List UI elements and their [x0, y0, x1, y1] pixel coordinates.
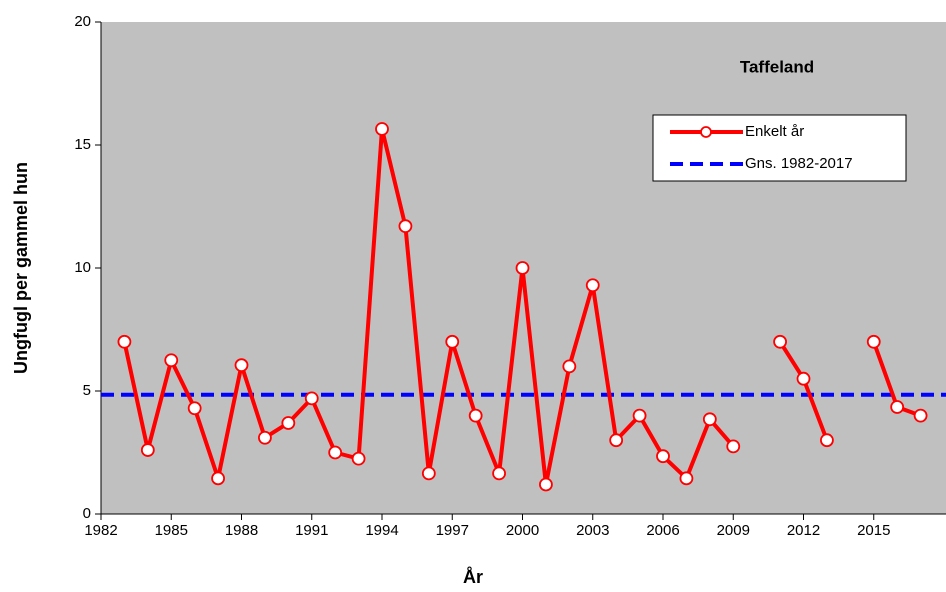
data-point	[890, 400, 905, 414]
data-point	[234, 358, 249, 373]
data-point	[304, 391, 319, 406]
y-axis-label: Ungfugl per gammel hun	[11, 162, 31, 374]
data-point	[211, 471, 225, 486]
y-tick-label: 15	[74, 136, 91, 153]
legend	[652, 114, 907, 182]
data-point	[702, 412, 717, 427]
x-tick-label: 1988	[225, 522, 258, 539]
data-point	[609, 433, 624, 448]
data-point	[164, 353, 179, 368]
data-point	[117, 334, 132, 349]
data-point	[773, 334, 787, 349]
x-tick-label: 1985	[155, 522, 188, 539]
data-point	[539, 477, 553, 492]
data-point	[445, 334, 460, 349]
y-tick-label: 5	[83, 382, 91, 399]
data-point	[281, 416, 296, 430]
legend-label: Gns. 1982-2017	[745, 155, 853, 172]
x-tick-label: 1982	[84, 522, 117, 539]
data-point	[328, 445, 343, 460]
x-tick-label: 2009	[717, 522, 750, 539]
x-tick-label: 2003	[576, 522, 609, 539]
x-tick-label: 2012	[787, 522, 820, 539]
data-point	[421, 466, 436, 481]
y-tick-label: 0	[83, 505, 91, 522]
data-point	[585, 278, 600, 293]
x-axis-label: År	[463, 567, 483, 587]
x-tick-label: 1991	[295, 522, 328, 539]
data-point	[375, 122, 389, 136]
x-tick-label: 1997	[436, 522, 469, 539]
data-point	[515, 261, 530, 275]
x-tick-label: 2000	[506, 522, 539, 539]
data-point	[187, 401, 202, 416]
y-tick-label: 20	[74, 13, 91, 30]
data-point	[913, 408, 928, 423]
data-point	[562, 359, 577, 374]
data-point	[140, 443, 155, 457]
data-point	[820, 433, 834, 448]
x-tick-label: 1994	[365, 522, 398, 539]
x-tick-label: 2006	[646, 522, 679, 539]
data-point	[468, 408, 483, 423]
x-tick-label: 2015	[857, 522, 890, 539]
data-point	[632, 408, 647, 423]
data-point	[796, 371, 811, 386]
data-point	[866, 334, 881, 349]
data-point	[679, 471, 694, 486]
data-point	[258, 430, 272, 445]
data-point	[398, 219, 413, 234]
legend-marker	[700, 126, 712, 138]
y-tick-label: 10	[74, 259, 91, 276]
data-point	[656, 449, 670, 464]
data-point	[726, 439, 741, 454]
legend-label: Enkelt år	[745, 123, 804, 140]
data-point	[351, 451, 366, 466]
data-point	[492, 466, 506, 481]
chart-title: Taffeland	[740, 57, 814, 76]
